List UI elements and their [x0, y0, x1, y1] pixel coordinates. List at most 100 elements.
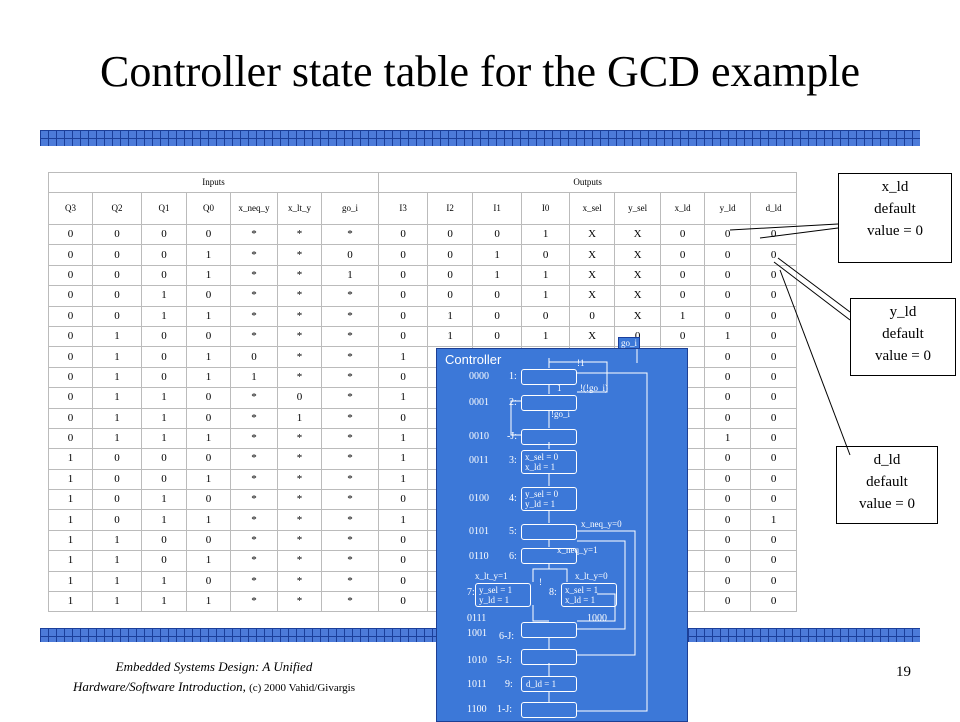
note-y-ld-name: y_ld — [889, 304, 917, 320]
note-x-ld-default: x_ld default value = 0 — [838, 173, 952, 263]
footer-citation: Embedded Systems Design: A Unified Hardw… — [26, 657, 402, 698]
state-box-3: x_sel = 0 x_ld = 1 — [521, 450, 577, 474]
table-cell: 0 — [750, 223, 798, 246]
note-d-ld-default: d_ld default value = 0 — [836, 446, 938, 524]
arrow-7-to-6j — [532, 605, 549, 622]
state-label: 5: — [509, 526, 517, 537]
slide-title: Controller state table for the GCD examp… — [100, 47, 860, 96]
action-line: y_sel = 0 — [525, 489, 559, 499]
state-box-5 — [521, 524, 577, 540]
action-line: y_ld = 1 — [525, 499, 556, 509]
state-box-7: y_sel = 1 y_ld = 1 — [475, 583, 531, 607]
action-line: y_sel = 1 — [479, 585, 513, 595]
label-x-neq-y-0: x_neq_y=0 — [581, 519, 622, 529]
state-code: 0001 — [469, 397, 489, 408]
column-header-I1: I1 — [472, 192, 523, 225]
column-header-x-ld: x_ld — [660, 192, 706, 225]
action-line: x_ld = 1 — [525, 462, 556, 472]
note-y-ld-default: y_ld default value = 0 — [850, 298, 956, 376]
action-line: x_ld = 1 — [565, 595, 596, 605]
state-label: 5-J: — [497, 655, 512, 666]
column-header-x-lt-y: x_lt_y — [277, 192, 322, 225]
state-code: 0111 — [467, 613, 487, 624]
table-row: 0 0 0 1 * * 0 0 0 1 0 X X 0 0 0 — [48, 244, 798, 266]
decorative-bar-top — [40, 130, 920, 146]
table-cell: 0 — [750, 591, 798, 613]
state-label: 3: — [509, 455, 517, 466]
label-top-transition: !1 — [577, 358, 585, 368]
arrow-8-to-6j — [577, 593, 616, 622]
state-box-join — [521, 429, 577, 445]
connector-d-ld — [779, 269, 851, 456]
label-x-lt-y-1: x_lt_y=1 — [475, 571, 508, 581]
state-box-1 — [521, 369, 577, 385]
note-x-ld-default-label: default — [874, 201, 916, 217]
action-line: x_sel = 1 — [565, 585, 599, 595]
table-cell: * — [320, 427, 380, 450]
column-header-d-ld: d_ld — [750, 192, 798, 225]
arrow-5-to-5j — [577, 530, 636, 656]
table-cell: 1 — [186, 591, 231, 613]
label-x-lt-y-0: x_lt_y=0 — [575, 571, 608, 581]
state-box-4: y_sel = 0 y_ld = 1 — [521, 487, 577, 511]
table-cell: * — [230, 591, 278, 613]
arrow-j-back-to-2 — [510, 400, 521, 436]
connector-x-ld-2 — [759, 227, 839, 239]
state-code: 0110 — [469, 551, 489, 562]
action-line: d_ld = 1 — [526, 679, 557, 689]
state-box-1j — [521, 702, 577, 718]
state-label: 2: — [509, 397, 517, 408]
state-label: 9: — [505, 679, 513, 690]
state-code: 0100 — [469, 493, 489, 504]
note-x-ld-value: value = 0 — [867, 223, 923, 239]
state-box-6 — [521, 548, 577, 564]
state-code: 1000 — [587, 613, 607, 624]
note-d-ld-value: value = 0 — [859, 496, 915, 512]
state-code: 1010 — [467, 655, 487, 666]
state-code: 0101 — [469, 526, 489, 537]
state-box-9: d_ld = 1 — [521, 676, 577, 692]
arrow-loop-2 — [549, 361, 608, 393]
state-box-8: x_sel = 1 x_ld = 1 — [561, 583, 617, 607]
state-code: 1001 — [467, 628, 487, 639]
footer-book-subtitle: Hardware/Software Introduction, — [72, 679, 246, 694]
table-cell: 0 — [750, 529, 798, 552]
action-line: x_sel = 0 — [525, 452, 559, 462]
state-box-5j — [521, 649, 577, 665]
state-code: 1100 — [467, 704, 487, 715]
label-not-go: !go_i — [551, 409, 570, 419]
footer-book-title: Embedded Systems Design: A Unified — [115, 659, 313, 674]
connector-y-ld-2 — [773, 261, 851, 321]
note-y-ld-value: value = 0 — [875, 348, 931, 364]
controller-title: Controller — [445, 352, 502, 367]
note-d-ld-name: d_ld — [873, 452, 901, 468]
column-header-y-ld: y_ld — [704, 192, 752, 225]
state-label: 1: — [509, 371, 517, 382]
state-label: 4: — [509, 493, 517, 504]
page-number: 19 — [896, 664, 911, 680]
connector-y-ld-1 — [777, 257, 851, 313]
table-row: 0 0 1 0 * * * 0 0 0 1 X X 0 0 0 — [48, 285, 798, 307]
label-one: 1 — [557, 383, 562, 393]
note-y-ld-default-label: default — [882, 326, 924, 342]
state-code: 0000 — [469, 371, 489, 382]
state-label: -J: — [507, 431, 517, 442]
footer-line-2: Hardware/Software Introduction, (c) 2000… — [26, 677, 402, 698]
table-cell: * — [320, 591, 380, 613]
connector-x-ld-1 — [729, 223, 839, 231]
table-row: 0 0 1 1 * * * 0 1 0 0 0 X 1 0 0 — [48, 305, 798, 327]
state-label: 6-J: — [499, 631, 514, 642]
controller-diagram: Controller !1 1 !(!go_i) !go_i x — [436, 348, 688, 722]
arrow-6-to-7 — [532, 563, 550, 582]
column-header-x-neq-y: x_neq_y — [230, 192, 278, 225]
state-label: 7: — [467, 587, 475, 598]
table-row: 0 0 0 0 * * * 0 0 0 1 X X 0 0 0 — [48, 223, 798, 246]
arrow-6j-to-5 — [577, 540, 626, 630]
state-label: 8: — [549, 587, 557, 598]
table-cell: 1 — [48, 591, 93, 613]
state-label: 1-J: — [497, 704, 512, 715]
state-code: 0011 — [469, 455, 489, 466]
label-not-not-go: !(!go_i) — [580, 383, 608, 393]
note-x-ld-name: x_ld — [881, 179, 909, 195]
